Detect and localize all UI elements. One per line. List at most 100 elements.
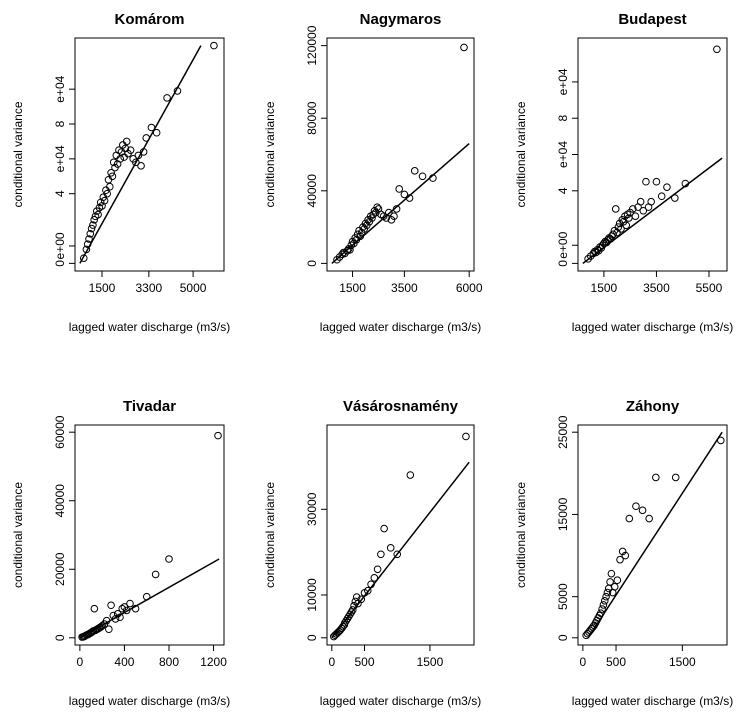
y-tick-label: 20000 — [53, 552, 67, 586]
data-point — [621, 551, 630, 560]
chart-title: Vásárosnamény — [343, 398, 459, 415]
fit-line — [331, 143, 470, 264]
data-point — [106, 182, 114, 191]
data-point — [107, 601, 115, 610]
y-axis-label: conditional variance — [11, 482, 25, 588]
chart-title: Nagymaros — [360, 11, 442, 28]
data-point — [363, 586, 372, 595]
y-tick-label: 5000 — [556, 583, 570, 610]
plot-frame — [74, 424, 225, 646]
data-point — [329, 632, 338, 641]
data-point — [367, 580, 375, 589]
data-point — [631, 212, 640, 220]
data-point — [134, 151, 143, 160]
data-point — [346, 245, 354, 254]
y-tick-label: e+04 — [53, 75, 67, 102]
data-point — [147, 123, 156, 132]
data-point — [111, 615, 120, 623]
x-tick-label: 1500 — [339, 281, 366, 295]
y-tick-label: 8 — [53, 120, 67, 127]
data-point — [131, 604, 140, 613]
data-point — [94, 210, 102, 219]
data-point — [87, 628, 95, 637]
data-point — [681, 179, 690, 188]
data-point — [90, 216, 98, 224]
data-point — [606, 578, 614, 586]
y-tick-label: 15000 — [556, 497, 570, 531]
data-point — [116, 613, 124, 622]
y-tick-label: 4 — [53, 190, 67, 197]
data-point — [331, 631, 339, 640]
y-tick-label: 0 — [556, 260, 570, 267]
data-point — [429, 174, 437, 182]
data-point — [380, 524, 388, 533]
plot-area — [331, 43, 470, 264]
data-point — [100, 196, 109, 205]
data-point — [108, 172, 117, 181]
fit-line — [587, 431, 723, 639]
y-tick-label: 40000 — [305, 174, 319, 208]
x-tick-label: 1500 — [591, 281, 618, 295]
data-point — [85, 235, 93, 243]
data-point — [118, 604, 127, 613]
y-tick-label: e+00 — [556, 231, 570, 258]
x-tick-label: 1500 — [417, 655, 444, 669]
y-tick-label: 4 — [556, 187, 570, 194]
data-point — [139, 148, 148, 156]
data-point — [716, 436, 725, 445]
data-point — [339, 622, 347, 631]
data-point — [589, 623, 597, 631]
data-point — [600, 596, 609, 605]
plot-area — [582, 431, 725, 640]
plot-frame — [577, 424, 728, 646]
y-axis-label: conditional variance — [263, 482, 277, 588]
y-axis-label: conditional variance — [514, 101, 528, 207]
x-tick-label: 800 — [159, 655, 179, 669]
x-tick-label: 5000 — [180, 281, 207, 295]
data-point — [609, 230, 617, 239]
x-tick-label: 0 — [580, 655, 587, 669]
data-point — [594, 246, 603, 255]
data-point — [332, 630, 341, 638]
x-tick-label: 0 — [328, 655, 335, 669]
data-point — [657, 192, 666, 201]
x-tick-label: 3300 — [135, 281, 162, 295]
data-point — [390, 212, 398, 220]
panel-4: Tivadar 0 400 800 1200 0 20000 40000 60000 lagged… — [11, 398, 230, 708]
y-tick-label: 0 — [556, 634, 570, 641]
y-tick-label: 60000 — [53, 415, 67, 449]
x-tick-label: 500 — [355, 655, 375, 669]
data-point — [87, 224, 96, 233]
data-point — [607, 569, 616, 578]
data-point — [603, 588, 612, 597]
x-axis-label: lagged water discharge (m3/s) — [69, 694, 230, 708]
x-axis-label: lagged water discharge (m3/s) — [572, 320, 733, 334]
data-point — [638, 506, 647, 515]
y-tick-label: 80000 — [305, 101, 319, 135]
data-point — [610, 583, 619, 591]
data-point — [116, 155, 125, 163]
y-tick-label: 0 — [305, 634, 319, 641]
y-tick-label: e+04 — [556, 141, 570, 168]
x-tick-label: 3500 — [643, 281, 670, 295]
data-point — [346, 610, 354, 619]
data-point — [395, 185, 404, 193]
data-point — [151, 570, 160, 579]
y-tick-label: e+04 — [53, 145, 67, 172]
data-point — [373, 565, 382, 574]
x-tick-label: 5500 — [696, 281, 723, 295]
data-point — [120, 153, 128, 161]
data-point — [386, 544, 395, 552]
chart-title: Záhony — [626, 398, 680, 415]
data-point — [647, 197, 655, 206]
data-point — [400, 190, 409, 199]
x-tick-label: 1500 — [669, 655, 696, 669]
data-point — [333, 628, 342, 637]
data-point — [152, 128, 161, 137]
data-point — [596, 609, 605, 617]
panel-3: Budapest 1500 3500 5500 0 e+00 4 e+04 8 e+04 lagge… — [514, 11, 733, 334]
data-point — [90, 604, 99, 613]
plot-area — [79, 41, 218, 264]
plot-frame — [74, 37, 225, 272]
